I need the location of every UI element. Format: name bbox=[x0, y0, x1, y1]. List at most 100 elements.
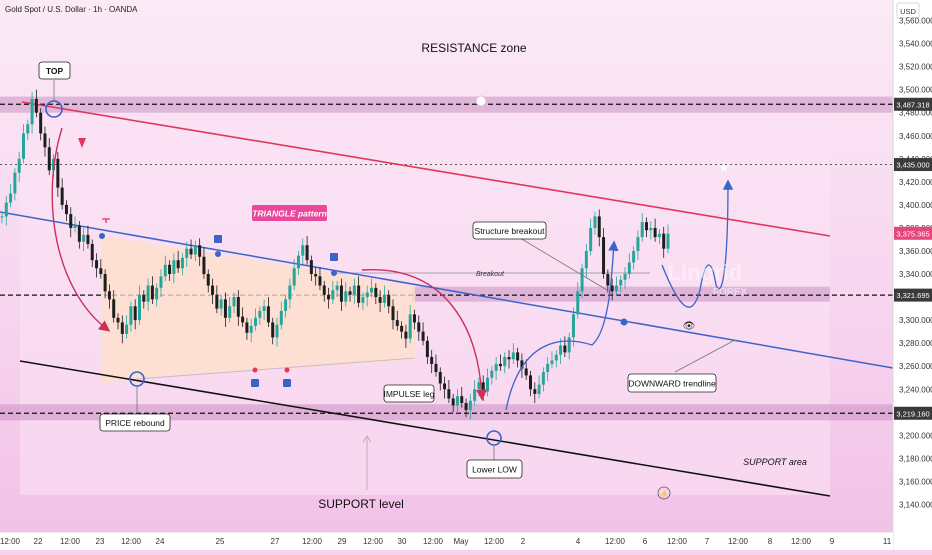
candle-body bbox=[438, 371, 442, 384]
candle-body bbox=[382, 294, 386, 303]
candle-body bbox=[241, 316, 245, 323]
x-tick-label: 12:00 bbox=[121, 537, 142, 546]
candle-body bbox=[451, 398, 455, 406]
y-tick-label: 3,160.000 bbox=[899, 477, 932, 486]
triangle-touch-2 bbox=[215, 251, 221, 257]
x-tick-label: 2 bbox=[521, 537, 526, 546]
candle-body bbox=[26, 124, 30, 134]
breakout-point bbox=[620, 318, 628, 326]
marker-red-dot-1 bbox=[252, 367, 258, 373]
top-label: TOP bbox=[46, 66, 64, 76]
y-tick-label: 3,300.000 bbox=[899, 316, 932, 325]
structure-breakout-label: Structure breakout bbox=[475, 226, 546, 236]
candle-body bbox=[447, 389, 451, 399]
candle-body bbox=[198, 245, 202, 257]
candle-body bbox=[481, 382, 485, 392]
y-tick-label: 3,240.000 bbox=[899, 385, 932, 394]
candle-body bbox=[391, 306, 395, 321]
lightning-icon[interactable] bbox=[657, 486, 671, 500]
zones-layer bbox=[0, 96, 893, 421]
candle-body bbox=[34, 98, 38, 113]
candle-body bbox=[305, 245, 309, 261]
candle-body bbox=[189, 248, 193, 255]
candle-body bbox=[82, 234, 86, 242]
candle-body bbox=[344, 291, 348, 302]
target-star-icon: ★ bbox=[718, 159, 731, 175]
candle-body bbox=[404, 331, 408, 339]
candle-body bbox=[619, 279, 623, 286]
candle-body bbox=[21, 133, 25, 159]
sell-arrow-icon bbox=[78, 138, 86, 148]
marker-red-dot-2 bbox=[284, 367, 290, 373]
price-label-text: 3,375.365 bbox=[896, 229, 929, 238]
candle-body bbox=[202, 256, 206, 275]
price-label-target bbox=[894, 158, 932, 172]
candle-body bbox=[666, 233, 670, 249]
candle-body bbox=[215, 294, 219, 309]
candle-body bbox=[365, 292, 369, 298]
marker-down-2 bbox=[330, 253, 338, 261]
candle-body bbox=[357, 285, 361, 303]
rebound-box bbox=[99, 413, 171, 432]
support-connector-arrow bbox=[362, 435, 372, 443]
x-tick-label: 7 bbox=[705, 537, 710, 546]
candle-body bbox=[494, 363, 498, 371]
triangle-label: TRIANGLE pattern bbox=[252, 209, 327, 219]
alert-icon[interactable] bbox=[475, 95, 487, 107]
candle-body bbox=[116, 317, 120, 323]
x-tick-label: 23 bbox=[96, 537, 105, 546]
candle-body bbox=[245, 322, 249, 333]
candle-body bbox=[657, 233, 661, 238]
candle-body bbox=[288, 285, 292, 300]
y-tick-label: 3,280.000 bbox=[899, 339, 932, 348]
candle-body bbox=[339, 285, 343, 302]
x-tick-label: 24 bbox=[156, 537, 165, 546]
candle-body bbox=[271, 322, 275, 338]
candle-body bbox=[455, 396, 459, 406]
candle-body bbox=[464, 403, 468, 410]
candle-body bbox=[645, 222, 649, 231]
zone-resistance-band bbox=[0, 96, 893, 113]
candle-body bbox=[477, 382, 481, 390]
candle-body bbox=[327, 294, 331, 300]
candle-body bbox=[309, 260, 313, 275]
x-tick-label: 12:00 bbox=[302, 537, 323, 546]
candle-body bbox=[168, 264, 172, 275]
candle-body bbox=[86, 234, 90, 245]
candle-body bbox=[434, 363, 438, 372]
candle-body bbox=[580, 268, 584, 292]
currency-button[interactable] bbox=[896, 2, 920, 19]
price-label-text: 3,219.160 bbox=[896, 409, 929, 418]
candle-body bbox=[614, 285, 618, 292]
lower-low-label: Lower LOW bbox=[472, 465, 517, 475]
candle-body bbox=[137, 294, 141, 321]
x-tick-label: 27 bbox=[271, 537, 280, 546]
symbol-title: Gold Spot / U.S. Dollar · 1h · OANDA bbox=[5, 5, 138, 14]
candle-body bbox=[593, 216, 597, 228]
candle-body bbox=[99, 268, 103, 275]
candle-body bbox=[408, 314, 412, 339]
candle-body bbox=[249, 325, 253, 333]
y-tick-label: 3,520.000 bbox=[899, 63, 932, 72]
trendline-connector bbox=[674, 339, 736, 373]
trendline-box bbox=[627, 373, 717, 393]
candle-body bbox=[559, 345, 563, 355]
watermark-sub: FOREX bbox=[713, 287, 748, 298]
candle-body bbox=[610, 285, 614, 292]
x-tick-label: 12:00 bbox=[60, 537, 81, 546]
candle-body bbox=[4, 202, 8, 217]
impulse-box bbox=[383, 384, 435, 403]
candle-body bbox=[623, 274, 627, 280]
y-tick-label: 3,460.000 bbox=[899, 132, 932, 141]
candle-body bbox=[520, 360, 524, 369]
candle-body bbox=[460, 396, 464, 404]
candle-body bbox=[266, 306, 270, 323]
zone-breakout-band bbox=[412, 286, 830, 302]
x-tick-label: 9 bbox=[830, 537, 835, 546]
candle-body bbox=[567, 337, 571, 353]
candle-body bbox=[627, 262, 631, 275]
red-trendline bbox=[21, 101, 831, 237]
marker-up-1 bbox=[251, 379, 259, 387]
